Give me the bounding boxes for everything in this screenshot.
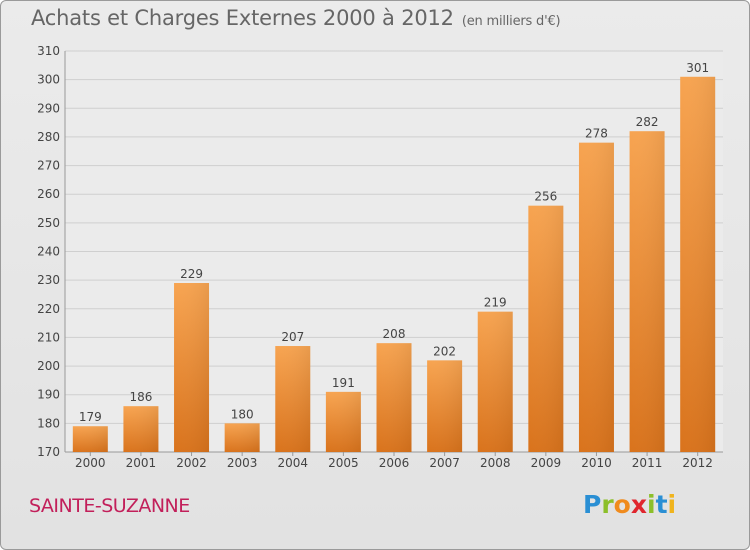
- bar-chart: 170 180 190 200 210 220 230 240 250 260 270 280 290 3…: [37, 44, 723, 470]
- bar-shade-2001: [123, 406, 159, 452]
- bar-shade-2007: [427, 360, 463, 452]
- logo-letter-4: i: [647, 490, 656, 519]
- y-tick-label-270: 270: [37, 159, 60, 173]
- bar-value-label-2003: 180: [231, 407, 254, 421]
- title-text: Achats et Charges Externes 2000 à 2012: [31, 6, 454, 30]
- proxiti-logo: Proxiti: [583, 490, 676, 519]
- chart-title: Achats et Charges Externes 2000 à 2012 (e…: [31, 6, 561, 30]
- x-tick-label-2012: 2012: [682, 456, 713, 470]
- y-tick-label-170: 170: [37, 445, 60, 459]
- x-tick-label-2007: 2007: [429, 456, 460, 470]
- bar-shade-2003: [224, 423, 260, 452]
- bar-shade-2005: [325, 391, 361, 452]
- x-tick-label-2003: 2003: [227, 456, 258, 470]
- bar-value-label-2006: 208: [383, 327, 406, 341]
- y-tick-label-250: 250: [37, 216, 60, 230]
- x-tick-label-2011: 2011: [632, 456, 663, 470]
- logo-letter-2: o: [613, 490, 631, 519]
- y-tick-label-260: 260: [37, 187, 60, 201]
- bar-value-label-2001: 186: [129, 390, 152, 404]
- bar-shade-2002: [174, 283, 210, 452]
- x-tick-label-2005: 2005: [328, 456, 359, 470]
- bar-shade-2011: [629, 131, 665, 452]
- x-tick-label-2004: 2004: [277, 456, 308, 470]
- bar-value-label-2007: 202: [433, 344, 456, 358]
- y-tick-label-290: 290: [37, 101, 60, 115]
- y-tick-label-280: 280: [37, 130, 60, 144]
- logo-letter-3: x: [630, 490, 647, 519]
- x-tick-label-2008: 2008: [480, 456, 511, 470]
- x-tick-label-2001: 2001: [126, 456, 157, 470]
- bar-shade-2012: [680, 76, 716, 453]
- y-tick-label-190: 190: [37, 388, 60, 402]
- y-tick-label-200: 200: [37, 359, 60, 373]
- bar-value-label-2002: 229: [180, 267, 203, 281]
- y-tick-label-180: 180: [37, 416, 60, 430]
- bar-shade-2010: [578, 142, 614, 452]
- x-tick-label-2010: 2010: [581, 456, 612, 470]
- bar-shade-2006: [376, 343, 412, 452]
- y-tick-label-300: 300: [37, 73, 60, 87]
- logo-letter-5: t: [655, 490, 668, 519]
- logo-letter-1: r: [601, 490, 614, 519]
- bar-value-label-2005: 191: [332, 376, 355, 390]
- bar-value-label-2009: 256: [534, 190, 557, 204]
- commune-name: SAINTE-SUZANNE: [29, 495, 190, 517]
- bar-shade-2009: [528, 205, 564, 452]
- bar-shade-2000: [72, 426, 108, 452]
- bar-value-label-2012: 301: [686, 61, 709, 75]
- logo-letter-0: P: [583, 490, 602, 519]
- y-tick-label-210: 210: [37, 330, 60, 344]
- unit-label: (en milliers d'€): [461, 14, 561, 29]
- y-tick-label-220: 220: [37, 302, 60, 316]
- bar-value-label-2004: 207: [281, 330, 304, 344]
- y-tick-label-230: 230: [37, 273, 60, 287]
- bar-shade-2008: [477, 311, 513, 452]
- x-tick-label-2009: 2009: [531, 456, 562, 470]
- x-tick-label-2002: 2002: [176, 456, 207, 470]
- bar-value-label-2000: 179: [79, 410, 102, 424]
- bar-value-label-2010: 278: [585, 127, 608, 141]
- bar-value-label-2008: 219: [484, 296, 507, 310]
- logo-letter-6: i: [667, 490, 677, 519]
- y-tick-label-310: 310: [37, 44, 60, 58]
- x-tick-label-2006: 2006: [379, 456, 410, 470]
- y-tick-label-240: 240: [37, 245, 60, 259]
- x-tick-label-2000: 2000: [75, 456, 106, 470]
- bar-shade-2004: [275, 346, 311, 452]
- bar-value-label-2011: 282: [636, 115, 659, 129]
